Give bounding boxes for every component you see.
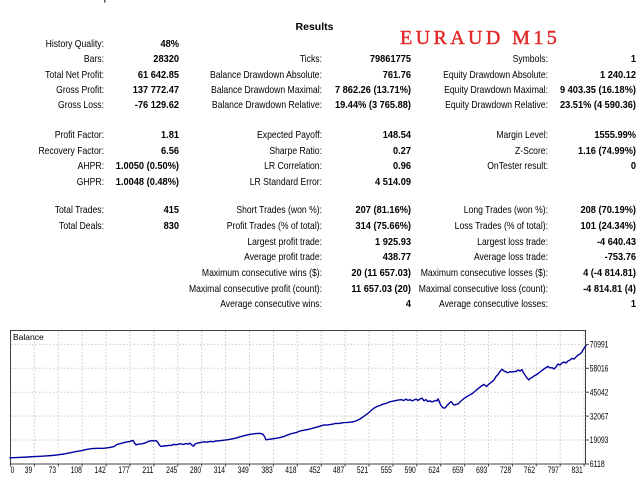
svg-text:521: 521 xyxy=(357,465,368,476)
svg-text:555: 555 xyxy=(381,465,392,476)
svg-text:0: 0 xyxy=(11,465,15,476)
svg-text:32067: 32067 xyxy=(590,411,609,422)
svg-text:19093: 19093 xyxy=(590,435,609,446)
svg-text:487: 487 xyxy=(333,465,344,476)
svg-text:762: 762 xyxy=(524,465,535,476)
svg-text:177: 177 xyxy=(118,465,129,476)
svg-text:659: 659 xyxy=(452,465,463,476)
svg-text:831: 831 xyxy=(572,465,583,476)
svg-text:211: 211 xyxy=(142,465,153,476)
svg-text:73: 73 xyxy=(49,465,56,476)
svg-text:418: 418 xyxy=(285,465,296,476)
svg-text:728: 728 xyxy=(500,465,511,476)
svg-text:383: 383 xyxy=(262,465,273,476)
svg-text:797: 797 xyxy=(548,465,559,476)
svg-text:280: 280 xyxy=(190,465,201,476)
svg-text:70991: 70991 xyxy=(590,340,609,351)
svg-text:45042: 45042 xyxy=(590,387,609,398)
svg-text:590: 590 xyxy=(405,465,416,476)
svg-text:39: 39 xyxy=(25,465,32,476)
svg-text:314: 314 xyxy=(214,465,225,476)
svg-text:142: 142 xyxy=(95,465,106,476)
svg-text:452: 452 xyxy=(309,465,320,476)
svg-text:349: 349 xyxy=(238,465,249,476)
svg-text:693: 693 xyxy=(476,465,487,476)
svg-text:6118: 6118 xyxy=(590,459,605,470)
svg-text:58016: 58016 xyxy=(590,364,609,375)
svg-text:245: 245 xyxy=(166,465,177,476)
svg-text:108: 108 xyxy=(71,465,82,476)
svg-text:624: 624 xyxy=(428,465,439,476)
